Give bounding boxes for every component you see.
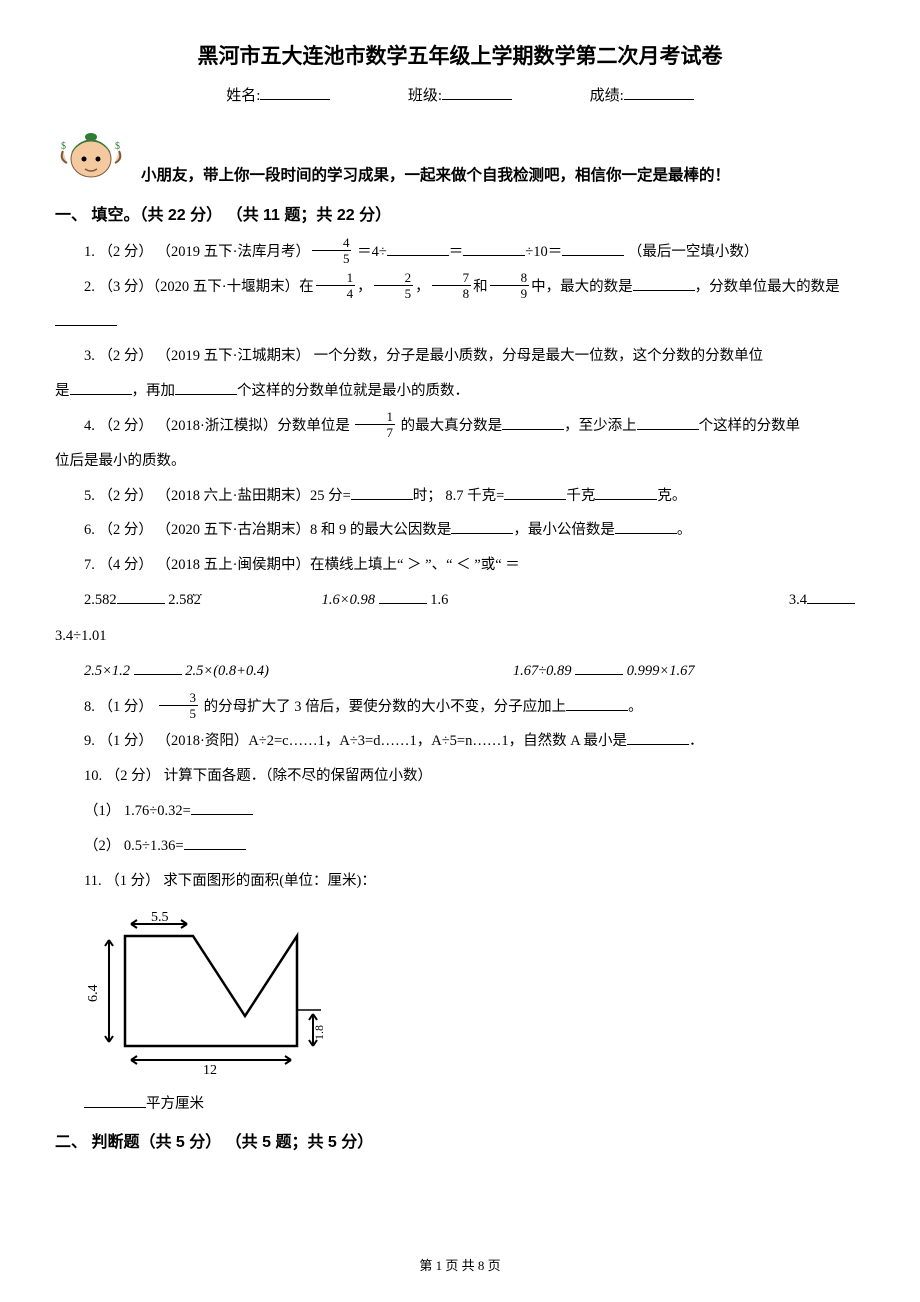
geom-left-label: 6.4 bbox=[86, 985, 101, 1003]
student-info-line: 姓名: 班级: 成绩: bbox=[55, 84, 865, 105]
question-4-line2: 位后是最小的质数。 bbox=[55, 444, 865, 479]
question-3-line1: 3. （2 分） （2019 五下·江城期末） 一个分数，分子是最小质数，分母是… bbox=[55, 339, 865, 374]
svg-text:$: $ bbox=[61, 141, 66, 152]
mascot-icon: $ $ bbox=[55, 123, 127, 191]
section-1-heading: 一、 填空。（共 22 分） （共 11 题；共 22 分） bbox=[55, 201, 865, 225]
question-1: 1. （2 分） （2019 五下·法库月考）45 ＝4÷＝÷10＝ （最后一空… bbox=[55, 235, 865, 270]
class-label: 班级: bbox=[408, 88, 442, 104]
question-7-row1b: 3.4÷1.01 bbox=[55, 619, 865, 654]
geom-top-label: 5.5 bbox=[151, 910, 169, 925]
score-blank[interactable] bbox=[624, 86, 694, 100]
question-3-line2: 是，再加个这样的分数单位就是最小的质数． bbox=[55, 374, 865, 409]
class-blank[interactable] bbox=[442, 86, 512, 100]
svg-text:$: $ bbox=[115, 141, 120, 152]
name-blank[interactable] bbox=[260, 86, 330, 100]
question-9: 9. （1 分） （2018·资阳）A÷2=c……1，A÷3=d……1，A÷5=… bbox=[55, 724, 865, 759]
question-8: 8. （1 分） 35 的分母扩大了 3 倍后，要使分数的大小不变，分子应加上。 bbox=[55, 690, 865, 725]
question-11: 11. （1 分） 求下面图形的面积(单位：厘米)： bbox=[55, 864, 865, 899]
geom-bottom-label: 12 bbox=[203, 1063, 217, 1076]
section-2-heading: 二、 判断题（共 5 分） （共 5 题；共 5 分） bbox=[55, 1128, 865, 1152]
question-10-2: （2） 0.5÷1.36= bbox=[55, 829, 865, 864]
score-label: 成绩: bbox=[590, 88, 624, 104]
question-11-answer: 平方厘米 bbox=[55, 1087, 865, 1122]
geometry-figure: 5.5 6.4 12 1.8 bbox=[85, 906, 865, 1081]
intro-text: 小朋友，带上你一段时间的学习成果，一起来做个自我检测吧，相信你一定是最棒的！ bbox=[141, 163, 730, 191]
question-6: 6. （2 分） （2020 五下·古冶期末）8 和 9 的最大公因数是，最小公… bbox=[55, 513, 865, 548]
name-label: 姓名: bbox=[226, 88, 260, 104]
question-7-row1: 2.582 2.58̇2̇ 1.6×0.98 1.6 3.4 bbox=[55, 585, 865, 617]
question-10-1: （1） 1.76÷0.32= bbox=[55, 794, 865, 829]
question-2: 2. （3 分）（2020 五下·十堰期末）在14，25，78和89中，最大的数… bbox=[55, 270, 865, 340]
question-5: 5. （2 分） （2018 六上·盐田期末）25 分=时； 8.7 千克=千克… bbox=[55, 479, 865, 514]
geom-right-label: 1.8 bbox=[312, 1025, 326, 1040]
question-7: 7. （4 分） （2018 五上·闽侯期中）在横线上填上“ ＞ ”、“ ＜ ”… bbox=[55, 548, 865, 583]
page-footer: 第 1 页 共 8 页 bbox=[0, 1255, 920, 1274]
page-title: 黑河市五大连池市数学五年级上学期数学第二次月考试卷 bbox=[55, 40, 865, 70]
question-7-row2: 2.5×1.2 2.5×(0.8+0.4) 1.67÷0.89 0.999×1.… bbox=[55, 656, 865, 688]
question-4: 4. （2 分） （2018·浙江模拟）分数单位是 17 的最大真分数是，至少添… bbox=[55, 409, 865, 444]
question-10: 10. （2 分） 计算下面各题．（除不尽的保留两位小数） bbox=[55, 759, 865, 794]
